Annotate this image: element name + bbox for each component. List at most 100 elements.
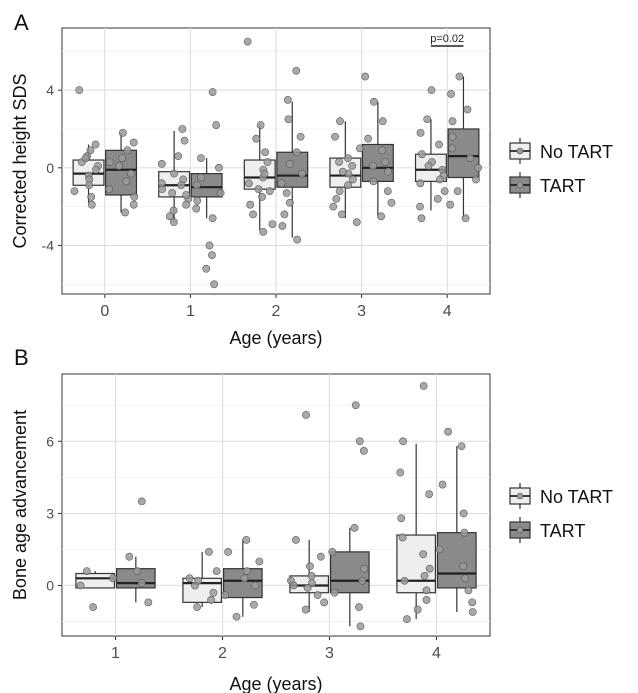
data-point (422, 586, 431, 595)
data-point (328, 547, 337, 556)
data-point (417, 214, 426, 223)
data-point (185, 574, 194, 583)
data-point (277, 179, 286, 188)
data-point (202, 264, 211, 273)
data-point (284, 115, 293, 124)
x-tick-label: 1 (111, 645, 120, 662)
x-tick-label: 3 (325, 645, 334, 662)
data-point (308, 579, 316, 588)
y-tick-label: 0 (46, 160, 54, 176)
data-point (122, 177, 131, 186)
data-point (425, 564, 434, 573)
data-point (369, 177, 378, 186)
data-point (383, 187, 392, 195)
data-point (348, 161, 357, 170)
data-point (399, 437, 407, 446)
data-point (355, 437, 364, 446)
data-point (282, 189, 291, 197)
data-point (332, 194, 341, 203)
data-point (255, 557, 264, 566)
data-point (448, 117, 457, 126)
data-point (242, 535, 251, 544)
data-point (419, 382, 428, 390)
data-point (417, 150, 426, 159)
data-point (207, 596, 215, 604)
data-point (292, 66, 301, 75)
data-point (329, 202, 338, 211)
data-point (263, 158, 272, 166)
box-tart (436, 532, 477, 589)
data-point (169, 206, 178, 215)
data-point (352, 218, 361, 227)
panel-label: B (14, 345, 29, 370)
x-tick-label: 4 (432, 645, 441, 662)
x-tick-label: 1 (186, 303, 195, 320)
data-point (459, 562, 468, 571)
data-point (472, 175, 480, 184)
data-point (419, 550, 428, 559)
data-point (212, 121, 221, 129)
data-point (250, 600, 258, 609)
data-point (144, 598, 153, 607)
data-point (89, 603, 98, 612)
data-point (438, 480, 447, 489)
data-point (240, 574, 249, 583)
data-point (254, 185, 263, 194)
data-point (85, 181, 94, 190)
data-point (210, 280, 219, 289)
data-point (261, 148, 270, 157)
data-point (440, 187, 449, 195)
data-point (416, 128, 425, 137)
data-point (316, 552, 325, 561)
y-tick-label: -4 (42, 237, 55, 253)
data-point (196, 173, 205, 182)
data-point (91, 140, 100, 149)
y-tick-label: 6 (46, 433, 54, 449)
data-point (351, 401, 360, 410)
data-point (260, 169, 269, 178)
data-point (463, 105, 472, 114)
data-point (197, 154, 205, 162)
data-point (369, 161, 377, 170)
data-point (397, 514, 406, 523)
data-point (468, 598, 477, 607)
data-point (360, 564, 369, 573)
data-point (320, 598, 329, 607)
data-point (344, 154, 352, 162)
data-point (125, 552, 134, 561)
data-point (356, 622, 365, 631)
data-point (157, 179, 166, 188)
data-point (283, 95, 292, 104)
data-point (460, 528, 469, 537)
legend-key-point (516, 526, 524, 534)
data-point (81, 154, 90, 162)
data-point (387, 198, 396, 207)
data-point (350, 523, 359, 532)
data-point (268, 220, 277, 229)
data-point (224, 547, 233, 556)
data-point (215, 163, 223, 172)
data-point (177, 181, 186, 190)
data-point (381, 158, 390, 166)
data-point (244, 179, 253, 188)
legend-label: TART (540, 176, 585, 196)
data-point (165, 212, 174, 221)
box-tart (329, 551, 370, 594)
data-point (370, 97, 378, 106)
data-point (361, 72, 370, 81)
data-point (109, 574, 117, 583)
legend-key-point (516, 181, 524, 189)
data-point (331, 132, 339, 141)
legend-label: No TART (540, 487, 613, 507)
data-point (448, 132, 457, 141)
data-point (205, 241, 214, 250)
data-point (87, 193, 96, 201)
data-point (70, 187, 79, 195)
data-point (423, 115, 432, 124)
data-point (216, 189, 225, 197)
data-point (298, 169, 306, 178)
data-point (76, 581, 85, 590)
data-point (303, 584, 312, 592)
data-point (400, 576, 409, 585)
data-point (301, 605, 310, 614)
